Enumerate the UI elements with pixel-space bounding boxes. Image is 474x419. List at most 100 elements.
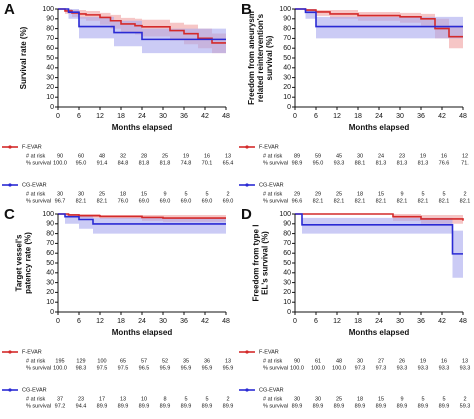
survival-value: 89.9 [223, 403, 234, 409]
x-tick-label: 36 [417, 113, 425, 120]
y-tick-label: 20 [46, 289, 54, 296]
survival-line [295, 213, 464, 221]
at-risk-value: 9 [163, 191, 166, 197]
at-risk-value: 2 [226, 396, 229, 402]
at-risk-value: 195 [55, 358, 64, 364]
y-tick-label: 0 [287, 309, 291, 316]
y-tick-label: 10 [46, 299, 54, 306]
survival-value: 59.3 [460, 403, 471, 409]
survival-value: 96.6 [292, 198, 303, 204]
y-tick-label: 20 [283, 289, 291, 296]
risk-row-label: # at risk [263, 191, 283, 197]
y-tick-label: 90 [283, 16, 291, 23]
survival-value: 89.9 [181, 403, 192, 409]
survival-value: 82.1 [313, 198, 324, 204]
survival-value: 100.0 [290, 365, 304, 371]
at-risk-value: 23 [78, 396, 84, 402]
y-axis-title: related reintervention's [256, 13, 265, 102]
survival-value: 95.9 [202, 365, 213, 371]
survival-value: 93.3 [460, 365, 471, 371]
legend-marker [245, 183, 249, 187]
at-risk-value: 13 [225, 358, 231, 364]
x-axis-title: Months elapsed [112, 328, 173, 337]
at-risk-value: 19 [420, 153, 426, 159]
survival-value: 96.5 [139, 365, 150, 371]
y-tick-label: 100 [279, 211, 291, 218]
y-tick-label: 40 [283, 65, 291, 72]
y-tick-label: 70 [46, 240, 54, 247]
x-tick-label: 24 [138, 113, 146, 120]
at-risk-value: 15 [378, 191, 384, 197]
at-risk-value: 19 [420, 358, 426, 364]
x-tick-label: 18 [117, 318, 125, 325]
at-risk-value: 17 [99, 396, 105, 402]
survival-value: 82.1 [355, 198, 366, 204]
y-tick-label: 0 [287, 104, 291, 111]
survival-line [58, 8, 226, 41]
at-risk-value: 16 [441, 358, 447, 364]
legend-label: F-EVAR [259, 144, 279, 150]
legend-marker [245, 350, 249, 354]
panel-label: D [241, 206, 252, 223]
x-tick-label: 30 [159, 113, 167, 120]
confidence-band [295, 9, 463, 39]
panel-label: A [4, 1, 15, 18]
x-tick-label: 18 [354, 318, 362, 325]
at-risk-value: 25 [336, 191, 342, 197]
survival-value: 69.0 [223, 198, 234, 204]
at-risk-value: 12 [462, 153, 468, 159]
risk-row-label: # at risk [26, 358, 46, 364]
x-axis-title: Months elapsed [349, 328, 410, 337]
y-tick-label: 20 [283, 84, 291, 91]
at-risk-value: 13 [462, 358, 468, 364]
survival-value: 89.9 [202, 403, 213, 409]
x-tick-label: 12 [96, 113, 104, 120]
y-tick-label: 100 [42, 6, 54, 13]
at-risk-value: 32 [120, 153, 126, 159]
survival-value: 82.1 [76, 198, 87, 204]
x-tick-label: 36 [180, 318, 188, 325]
at-risk-value: 25 [99, 191, 105, 197]
at-risk-value: 57 [141, 358, 147, 364]
y-tick-label: 60 [283, 45, 291, 52]
at-risk-value: 19 [183, 153, 189, 159]
survival-value: 93.3 [334, 160, 345, 166]
at-risk-value: 18 [120, 191, 126, 197]
x-axis-title: Months elapsed [112, 123, 173, 132]
y-axis-title: Survival rate (%) [19, 26, 28, 89]
at-risk-value: 5 [421, 396, 424, 402]
at-risk-value: 5 [205, 191, 208, 197]
survival-value: 93.3 [397, 365, 408, 371]
survival-value: 81.8 [160, 160, 171, 166]
risk-row-label: % survival [263, 198, 288, 204]
y-tick-label: 50 [283, 55, 291, 62]
y-tick-label: 90 [283, 221, 291, 228]
x-tick-label: 0 [56, 113, 60, 120]
y-axis-title: survival (%) [265, 35, 274, 80]
y-tick-label: 50 [46, 260, 54, 267]
survival-value: 81.3 [418, 160, 429, 166]
y-axis-title: Freedom from type I [252, 225, 261, 302]
at-risk-value: 10 [141, 396, 147, 402]
survival-value: 82.1 [334, 198, 345, 204]
at-risk-value: 30 [315, 396, 321, 402]
at-risk-value: 90 [294, 358, 300, 364]
y-tick-label: 100 [279, 6, 291, 13]
survival-value: 65.4 [223, 160, 234, 166]
survival-value: 81.3 [397, 160, 408, 166]
legend-label: F-EVAR [259, 349, 279, 355]
survival-value: 98.3 [76, 365, 87, 371]
survival-line [295, 8, 463, 28]
y-tick-label: 60 [283, 250, 291, 257]
survival-value: 94.4 [76, 403, 87, 409]
y-tick-label: 80 [46, 230, 54, 237]
survival-value: 71. [461, 160, 469, 166]
survival-value: 69.0 [160, 198, 171, 204]
at-risk-value: 9 [400, 396, 403, 402]
x-tick-label: 48 [222, 113, 230, 120]
x-tick-label: 24 [138, 318, 146, 325]
y-tick-label: 40 [283, 270, 291, 277]
y-tick-label: 10 [46, 94, 54, 101]
at-risk-value: 5 [184, 191, 187, 197]
